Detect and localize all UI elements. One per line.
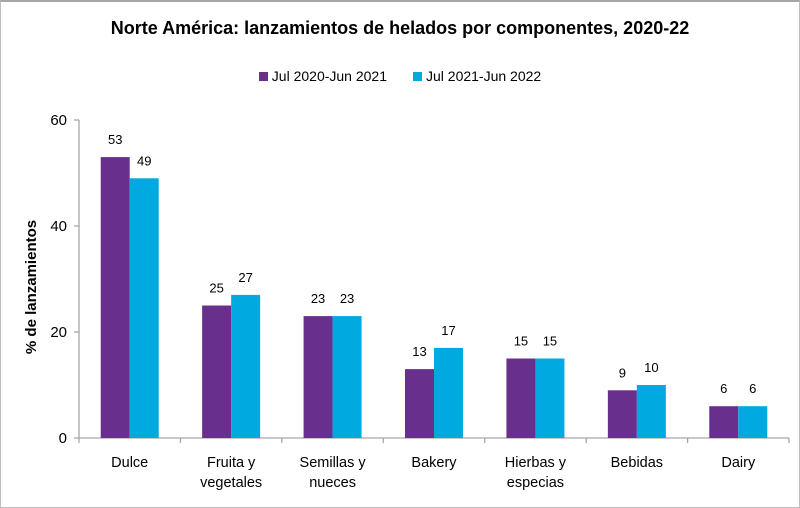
legend-swatch-series-2: [413, 71, 422, 81]
legend-label-series-2: Jul 2021-Jun 2022: [426, 68, 542, 84]
data-label: 15: [514, 334, 528, 349]
y-tick-label: 40: [50, 218, 67, 235]
x-category-label: Semillas y: [300, 455, 367, 471]
data-label: 27: [238, 270, 252, 285]
data-label: 13: [412, 344, 426, 359]
bar: [738, 406, 768, 438]
bar: [129, 178, 159, 439]
data-label: 17: [441, 323, 455, 338]
legend-swatch-series-1: [258, 71, 268, 81]
data-label: 9: [619, 365, 626, 380]
bar: [709, 406, 739, 438]
data-label: 15: [543, 334, 557, 349]
x-category-label: especias: [507, 475, 564, 491]
x-category-label: Fruita y: [207, 455, 256, 471]
x-category-label: Bakery: [411, 455, 457, 471]
data-label: 10: [644, 360, 658, 375]
x-category-label: nueces: [309, 475, 356, 491]
data-label: 6: [720, 381, 727, 396]
y-axis-title: % de lanzamientos: [23, 220, 40, 354]
bar: [332, 316, 362, 438]
bar: [607, 390, 637, 438]
y-tick-label: 20: [50, 324, 67, 341]
legend-item-series-2: Jul 2021-Jun 2022: [413, 68, 541, 84]
bar: [434, 347, 463, 438]
bar: [506, 358, 536, 438]
y-tick-label: 0: [59, 430, 67, 447]
x-category-label: vegetales: [200, 475, 262, 491]
legend-label-series-1: Jul 2020-Jun 2021: [271, 68, 387, 84]
bar: [231, 294, 261, 438]
data-label: 23: [340, 291, 354, 306]
bar: [303, 316, 333, 438]
legend: Jul 2020-Jun 2021 Jul 2021-Jun 2022: [0, 68, 800, 84]
chart-title: Norte América: lanzamientos de helados p…: [110, 18, 690, 38]
x-category-label: Dulce: [111, 455, 148, 471]
data-label: 49: [137, 153, 151, 168]
data-label: 25: [209, 281, 223, 296]
data-label: 6: [749, 381, 756, 396]
y-tick-label: 60: [50, 112, 67, 129]
legend-item-series-1: Jul 2020-Jun 2021: [258, 68, 387, 84]
data-label: 53: [108, 132, 122, 147]
bar: [100, 157, 130, 438]
x-category-label: Bebidas: [611, 455, 663, 471]
x-category-label: Dairy: [721, 455, 756, 471]
bar: [535, 358, 565, 438]
data-label: 23: [311, 291, 325, 306]
bar: [202, 305, 232, 438]
bar: [636, 385, 666, 438]
bar: [405, 369, 434, 438]
x-category-label: Hierbas y: [505, 455, 567, 471]
